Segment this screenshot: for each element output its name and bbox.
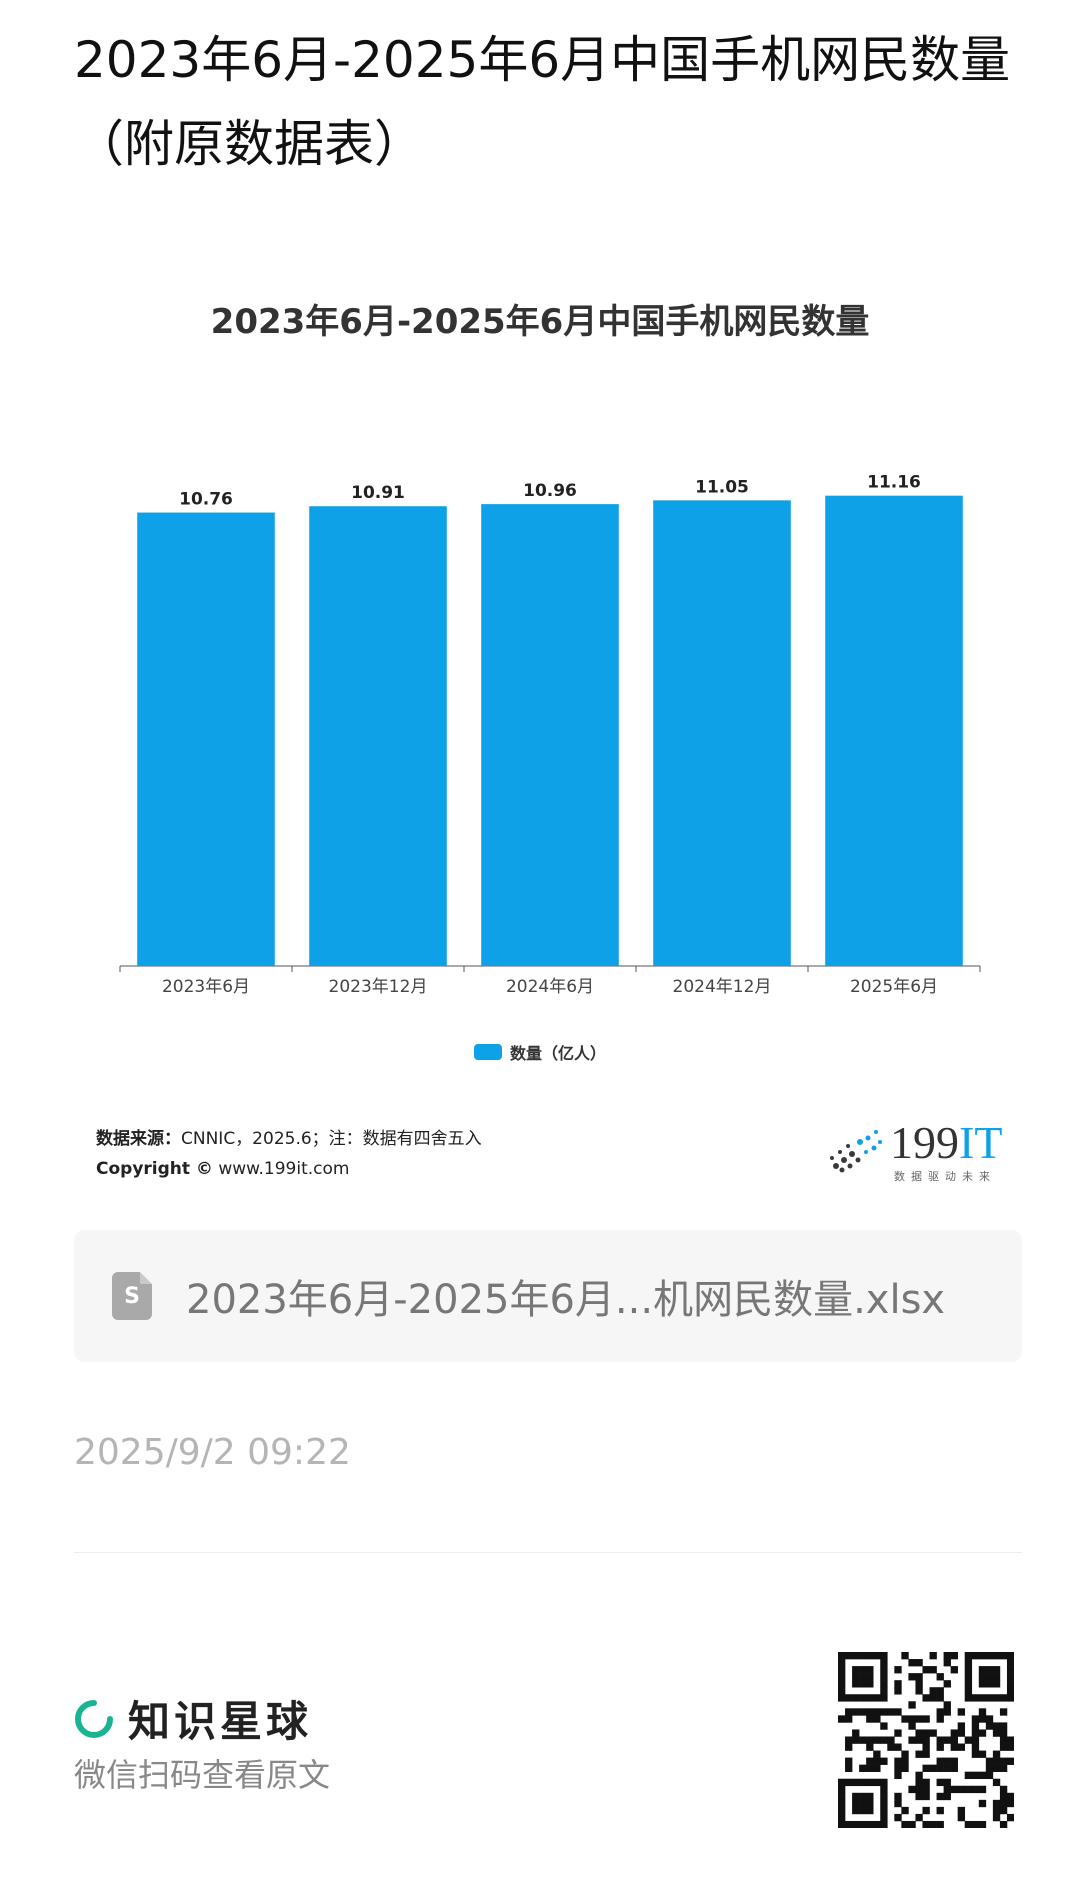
page-title: 2023年6月-2025年6月中国手机网民数量（附原数据表） [74,31,1011,173]
bar-4 [825,495,963,966]
bar-value-label: 10.76 [179,490,233,510]
bar-2 [481,504,619,966]
source-block: 数据来源：CNNIC，2025.6；注：数据有四舍五入 Copyright © … [96,1124,482,1184]
x-tick-label: 2023年6月 [162,977,250,997]
chart-legend: 数量（亿人） [0,1040,1080,1064]
legend-label: 数量（亿人） [509,1044,606,1063]
attachment-file-card[interactable]: S 2023年6月-2025年6月...机网民数量.xlsx [74,1230,1022,1362]
chart-title: 2023年6月-2025年6月中国手机网民数量 [210,302,870,342]
x-tick-label: 2023年12月 [329,977,428,997]
x-tick-label: 2024年12月 [673,977,772,997]
attachment-file-name: 2023年6月-2025年6月...机网民数量.xlsx [186,1277,946,1323]
scan-hint: 微信扫码查看原文 [74,1756,331,1794]
bar-value-label: 11.16 [867,473,921,493]
x-tick-label: 2024年6月 [506,977,594,997]
brand-tagline: 数据驱动未来 [894,1170,996,1183]
199it-logo-icon [830,1130,882,1173]
bar-value-label: 11.05 [695,477,749,497]
spreadsheet-file-icon: S [112,1272,152,1320]
zsxq-app-name: 知识星球 [128,1697,313,1746]
bar-value-label: 10.96 [523,481,577,501]
copyright-label: Copyright © [96,1159,213,1179]
source-text: CNNIC，2025.6；注：数据有四舍五入 [181,1129,482,1149]
copyright-url: www.199it.com [218,1159,350,1179]
bar-3 [653,500,791,966]
zsxq-ring-icon [75,1699,113,1738]
legend-swatch [473,1044,502,1060]
zsxq-logo: 知识星球 [74,1688,312,1749]
bar-0 [137,512,275,966]
brand-name: 199IT [890,1117,1003,1168]
chart-image: 2023年6月-2025年6月中国手机网民数量 10.76 2023年6月 10.9… [0,270,1080,1190]
divider [74,1552,1022,1553]
post-timestamp: 2025/9/2 09:22 [74,1432,351,1473]
bar-value-label: 10.91 [351,483,405,503]
bar-1 [309,506,447,966]
source-label: 数据来源： [96,1129,181,1149]
x-tick-label: 2025年6月 [850,977,938,997]
bar-chart: 10.76 2023年6月 10.91 2023年12月 10.96 2024年6月 11.… [119,473,981,997]
qr-code-icon[interactable] [838,1652,1014,1828]
